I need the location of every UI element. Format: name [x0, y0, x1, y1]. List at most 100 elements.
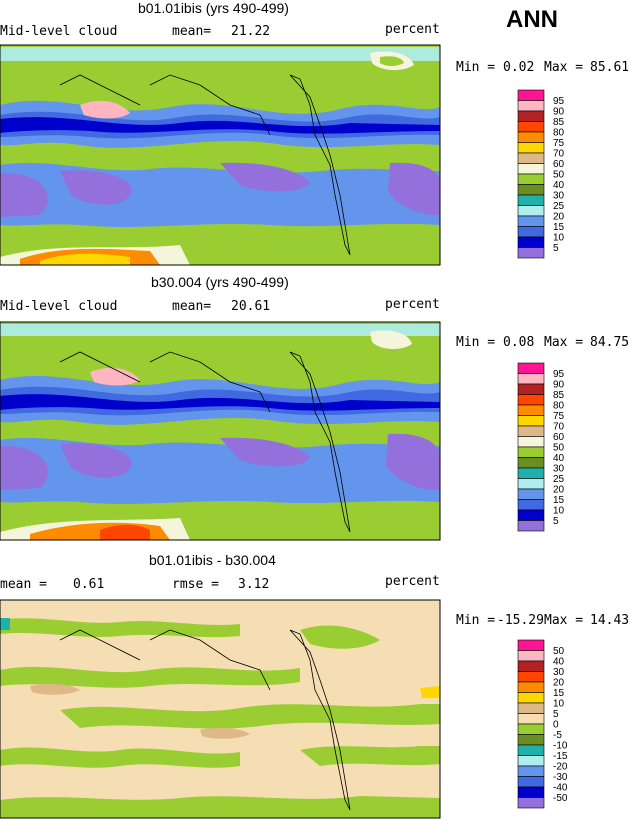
colorbar-label: 5	[553, 243, 559, 254]
colorbar-swatch	[517, 100, 545, 112]
colorbar-label: 40	[553, 657, 565, 668]
colorbar-swatch	[517, 436, 545, 448]
panel2-variable-label: Mid-level cloud	[0, 299, 118, 314]
colorbar-label: 10	[553, 699, 565, 710]
colorbar-swatch	[517, 681, 545, 693]
colorbar-swatch	[517, 173, 545, 185]
colorbar-swatch	[517, 215, 545, 227]
colorbar-swatch	[517, 692, 545, 704]
colorbar-label: 95	[553, 369, 565, 380]
colorbar-swatch	[517, 520, 545, 532]
colorbar-swatch	[517, 226, 545, 238]
colorbar-swatch	[517, 131, 545, 143]
panel2-max-label: Max =	[544, 335, 584, 350]
colorbar-label: 75	[553, 138, 565, 149]
colorbar-swatch	[517, 425, 545, 437]
colorbar-swatch	[517, 394, 545, 406]
colorbar-label: 50	[553, 170, 565, 181]
colorbar-label: 70	[553, 149, 565, 160]
colorbar-label: -30	[553, 772, 568, 783]
colorbar-swatch	[517, 671, 545, 683]
panel2-max-value: 84.75	[590, 335, 630, 350]
colorbar-swatch	[517, 755, 545, 767]
colorbar-label: -40	[553, 783, 568, 794]
colorbar-swatch	[517, 660, 545, 672]
panel2-min-value: 0.08	[503, 335, 535, 350]
colorbar-label: 95	[553, 96, 565, 107]
colorbar-swatch	[517, 744, 545, 756]
colorbar-swatch	[517, 205, 545, 217]
colorbar-label: 80	[553, 401, 565, 412]
panel2-units: percent	[385, 297, 440, 312]
panel1-units: percent	[385, 22, 440, 37]
season-title: ANN	[506, 6, 558, 33]
colorbar-swatch	[517, 184, 545, 196]
colorbar-label: 25	[553, 474, 565, 485]
colorbar-swatch	[517, 110, 545, 122]
colorbar-swatch	[517, 786, 545, 798]
colorbar-swatch	[517, 488, 545, 500]
colorbar-label: 10	[553, 506, 565, 517]
panel3-title: b01.01ibis - b30.004	[149, 552, 276, 568]
panel3-rmse-value: 3.12	[238, 577, 270, 592]
colorbar-swatch	[517, 478, 545, 490]
colorbar-label: -10	[553, 741, 568, 752]
colorbar-label: 30	[553, 191, 565, 202]
colorbar-label: -5	[553, 730, 562, 741]
panel1-max-label: Max =	[544, 60, 584, 75]
colorbar-label: 60	[553, 432, 565, 443]
colorbar-swatch	[517, 765, 545, 777]
colorbar-swatch	[517, 702, 545, 714]
colorbar-label: 60	[553, 159, 565, 170]
colorbar-label: 90	[553, 380, 565, 391]
colorbar-swatch	[517, 446, 545, 458]
colorbar-swatch	[517, 163, 545, 175]
panel3-max-value: 14.43	[590, 613, 630, 628]
colorbar-swatch	[517, 152, 545, 164]
panel2-min-label: Min =	[456, 335, 496, 350]
colorbar-swatch	[517, 713, 545, 725]
colorbar-label: 70	[553, 422, 565, 433]
colorbar-label: 20	[553, 212, 565, 223]
colorbar-swatch	[517, 499, 545, 511]
colorbar-swatch	[517, 142, 545, 154]
panel3-mean-value: 0.61	[73, 577, 105, 592]
panel2-title: b30.004 (yrs 490-499)	[151, 274, 289, 290]
colorbar-swatch	[517, 734, 545, 746]
colorbar-swatch	[517, 457, 545, 469]
colorbar-label: 30	[553, 464, 565, 475]
colorbar-swatch	[517, 121, 545, 133]
colorbar-label: -20	[553, 762, 568, 773]
colorbar-swatch	[517, 650, 545, 662]
panel1-min-label: Min =	[456, 60, 496, 75]
panel3-units: percent	[385, 574, 440, 589]
colorbar-label: 75	[553, 411, 565, 422]
panel3-min-value: -15.29	[497, 613, 544, 628]
colorbar-swatch	[517, 247, 545, 259]
colorbar-label: 80	[553, 128, 565, 139]
colorbar-label: 40	[553, 453, 565, 464]
colorbar-label: 85	[553, 390, 565, 401]
colorbar-label: 85	[553, 117, 565, 128]
colorbar-swatch	[517, 383, 545, 395]
colorbar-swatch	[517, 797, 545, 809]
colorbar-label: 15	[553, 222, 565, 233]
colorbar-label: 50	[553, 646, 565, 657]
panel3-map	[0, 599, 441, 819]
colorbar-label: 15	[553, 495, 565, 506]
panel1-mean-label: mean=	[172, 24, 212, 39]
panel1-min-value: 0.02	[503, 60, 535, 75]
panel3-min-label: Min =	[456, 613, 496, 628]
colorbar-label: 20	[553, 485, 565, 496]
colorbar-label: 15	[553, 688, 565, 699]
colorbar-swatch	[517, 404, 545, 416]
colorbar-label: 30	[553, 667, 565, 678]
colorbar-swatch	[517, 194, 545, 206]
panel3-mean-label: mean =	[0, 577, 47, 592]
colorbar-label: -50	[553, 793, 568, 804]
colorbar-label: 20	[553, 678, 565, 689]
panel2-map	[0, 321, 441, 541]
colorbar-label: -15	[553, 751, 568, 762]
